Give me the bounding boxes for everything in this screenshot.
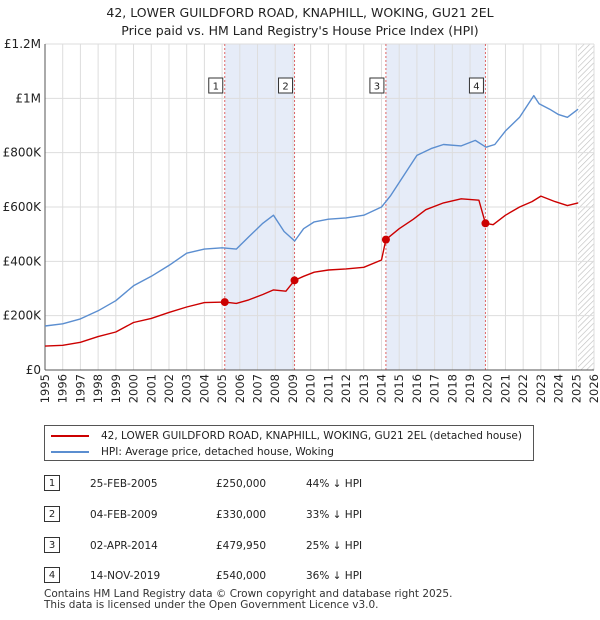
legend-item-hpi: HPI: Average price, detached house, Woki… — [51, 444, 334, 460]
x-tick-label: 2019 — [463, 374, 477, 403]
x-tick-label: 2009 — [286, 374, 300, 403]
x-tick-label: 2012 — [339, 374, 353, 403]
sale-number-badge: 1 — [44, 475, 60, 491]
sale-point-2 — [290, 276, 299, 285]
x-tick-label: 2023 — [534, 374, 548, 403]
x-tick-label: 2025 — [569, 374, 583, 403]
x-tick-label: 1999 — [109, 374, 123, 403]
legend-label-hpi: HPI: Average price, detached house, Woki… — [101, 446, 334, 458]
legend-swatch-hpi — [51, 451, 89, 453]
legend-swatch-price — [51, 435, 89, 437]
sale-label-2: 2 — [282, 82, 288, 93]
sale-label-3: 3 — [374, 82, 380, 93]
x-tick-label: 2008 — [268, 374, 282, 403]
x-tick-label: 2013 — [357, 374, 371, 403]
legend: 42, LOWER GUILDFORD ROAD, KNAPHILL, WOKI… — [44, 425, 534, 461]
sale-point-1 — [220, 298, 229, 307]
footer-copyright: Contains HM Land Registry data © Crown c… — [44, 588, 453, 600]
price-paid-line — [44, 195, 579, 347]
sale-price: £479,950 — [216, 540, 267, 552]
sale-hpi-diff: 33% ↓ HPI — [306, 509, 363, 521]
sale-point-3 — [381, 235, 390, 244]
x-tick-label: 2026 — [587, 374, 600, 403]
footer-licence: This data is licensed under the Open Gov… — [44, 599, 379, 611]
x-tick-label: 2010 — [304, 374, 318, 403]
sale-label-box-2 — [278, 77, 294, 94]
sale-number-badge: 3 — [44, 537, 60, 553]
x-tick-label: 2024 — [552, 374, 566, 403]
sale-label-4: 4 — [473, 82, 479, 93]
x-tick-label: 2004 — [197, 374, 211, 403]
y-tick-label: £600K — [3, 200, 43, 214]
footer-attribution: Contains HM Land Registry data © Crown c… — [44, 589, 452, 611]
sale-date: 14-NOV-2019 — [90, 570, 161, 582]
title-subtitle: Price paid vs. HM Land Registry's House … — [121, 23, 479, 38]
x-tick-label: 2011 — [321, 374, 335, 403]
y-tick-label: £200K — [3, 309, 43, 323]
x-tick-label: 2001 — [144, 374, 158, 403]
price-chart: 1 2 3 4 £0 £200K £400K £600K £800K £1M £1.2M 1995 19… — [3, 37, 600, 403]
x-tick-label: 2005 — [215, 374, 229, 403]
sale-date: 02-APR-2014 — [90, 540, 158, 552]
hpi-line — [44, 94, 579, 327]
x-tick-label: 2015 — [392, 374, 406, 403]
sale-date: 04-FEB-2009 — [90, 509, 158, 521]
sale-number-badge: 2 — [44, 506, 60, 522]
sale-label-box-1 — [208, 77, 224, 94]
sale-label-box-3 — [369, 77, 385, 94]
y-tick-label: £1.2M — [4, 37, 41, 51]
x-tick-label: 2018 — [445, 374, 459, 403]
x-tick-label: 2022 — [516, 374, 530, 403]
sale-hpi-diff: 36% ↓ HPI — [306, 570, 363, 582]
sale-point-4 — [481, 219, 490, 228]
x-tick-label: 1998 — [91, 374, 105, 403]
y-tick-label: £400K — [3, 254, 43, 268]
x-tick-label: 2000 — [127, 374, 141, 403]
x-tick-label: 2006 — [233, 374, 247, 403]
sale-price: £250,000 — [216, 478, 267, 490]
x-tick-label: 2002 — [162, 374, 176, 403]
title-address: 42, LOWER GUILDFORD ROAD, KNAPHILL, WOKI… — [106, 5, 494, 20]
sale-label-1: 1 — [213, 82, 219, 93]
x-tick-label: 2014 — [374, 374, 388, 403]
legend-label-price: 42, LOWER GUILDFORD ROAD, KNAPHILL, WOKI… — [101, 430, 522, 442]
y-tick-label: £800K — [3, 146, 43, 160]
x-tick-label: 2021 — [498, 374, 512, 403]
x-tick-label: 1995 — [38, 374, 52, 403]
sale-number-badge: 4 — [44, 567, 60, 583]
x-tick-label: 2007 — [251, 374, 265, 403]
x-tick-label: 2020 — [481, 374, 495, 403]
y-tick-label: £1M — [15, 91, 41, 105]
x-tick-label: 2003 — [180, 374, 194, 403]
x-tick-label: 2016 — [410, 374, 424, 403]
y-tick-label: £0 — [26, 363, 41, 377]
sale-hpi-diff: 44% ↓ HPI — [306, 478, 363, 490]
legend-item-price: 42, LOWER GUILDFORD ROAD, KNAPHILL, WOKI… — [51, 428, 522, 444]
x-tick-label: 1997 — [73, 374, 87, 403]
chart-title: 42, LOWER GUILDFORD ROAD, KNAPHILL, WOKI… — [0, 4, 600, 40]
x-tick-label: 2017 — [428, 374, 442, 403]
sale-hpi-diff: 25% ↓ HPI — [306, 540, 363, 552]
x-tick-label: 1996 — [56, 374, 70, 403]
sale-label-box-4 — [468, 77, 484, 94]
sale-price: £330,000 — [216, 509, 267, 521]
sale-date: 25-FEB-2005 — [90, 478, 158, 490]
sale-price: £540,000 — [216, 570, 267, 582]
